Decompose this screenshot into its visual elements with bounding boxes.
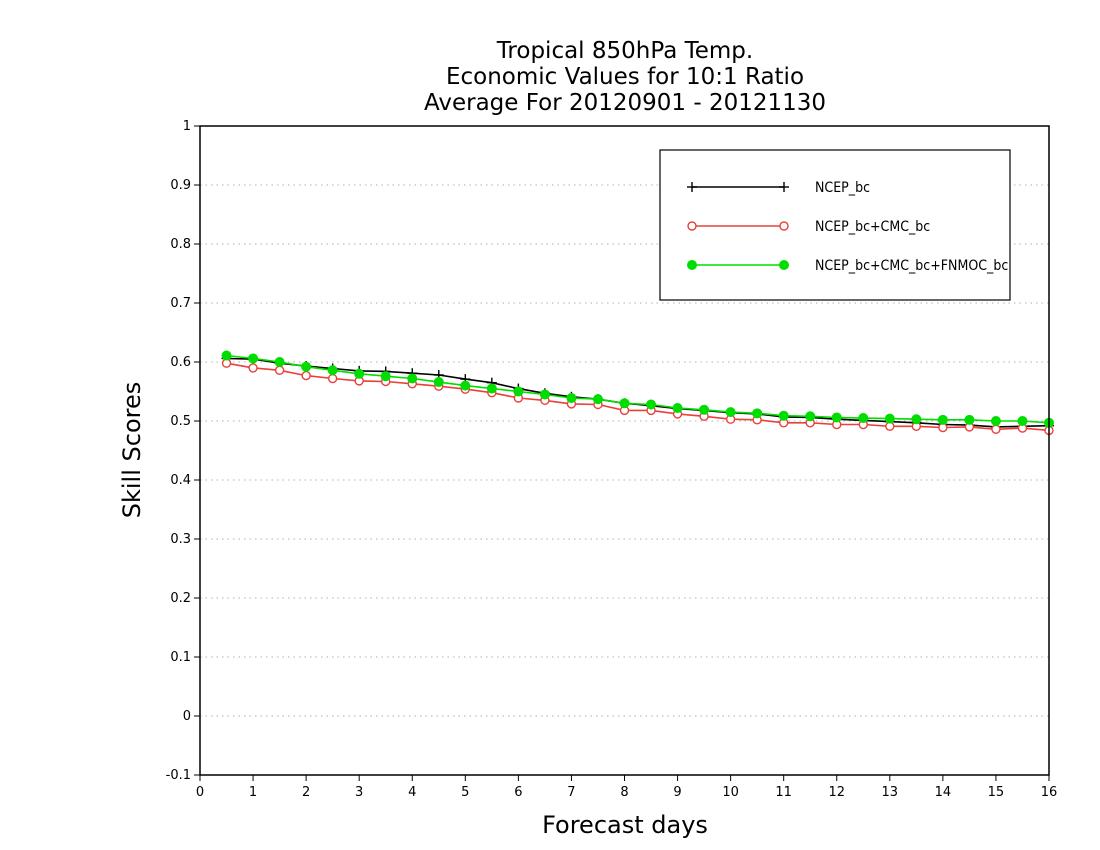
data-point [778,410,789,421]
data-point [687,260,697,270]
data-point [301,361,312,372]
data-point [619,398,630,409]
data-point [301,370,311,381]
title-line-3: Average For 20120901 - 20121130 [424,90,826,116]
y-tick-label: 0.2 [170,591,191,606]
legend-item: NCEP_bc+CMC_bc [687,219,930,235]
data-point [460,380,471,391]
data-point [779,221,789,231]
y-tick-label: 0.1 [170,650,191,665]
x-tick-label: 9 [673,785,681,800]
data-point [805,411,816,422]
data-point [327,373,338,384]
data-point [1017,416,1028,426]
series-line [226,357,1050,428]
x-tick-label: 12 [828,785,845,800]
x-tick-label: 2 [302,785,310,800]
title-line-2: Economic Values for 10:1 Ratio [446,64,804,90]
data-point [433,377,444,388]
data-point [937,414,948,425]
series-layer [221,350,1054,436]
y-axis-label: Skill Scores [118,382,146,519]
data-point [964,414,975,425]
data-point [699,404,710,415]
data-point [646,399,657,410]
data-point [486,383,497,394]
legend-label: NCEP_bc+CMC_bc [815,219,930,235]
legend-box [659,149,1011,301]
x-axis-label: Forecast days [542,811,708,839]
y-tick-label: 0.5 [170,414,191,429]
axes: -0.100.10.20.30.40.50.60.70.80.910 1 2 3 4 5 6… [166,119,1058,800]
data-point [779,260,789,270]
x-tick-label: 1 [249,785,257,800]
y-tick-label: 1 [183,119,191,134]
x-tick-label: 0 [196,785,204,800]
data-point [221,350,232,361]
y-tick-label: 0.3 [170,532,191,547]
data-point [566,392,577,403]
title-line-1: Tropical 850hPa Temp. [496,38,753,64]
data-point [380,371,391,382]
data-point [884,413,895,424]
x-tick-label: 7 [567,785,575,800]
data-point [539,389,550,400]
chart-title: Tropical 850hPa Temp. Economic Values fo… [424,38,826,116]
data-point [687,221,697,231]
legend-label: NCEP_bc [815,180,870,196]
y-tick-label: 0.6 [170,355,191,370]
data-point [779,182,789,192]
data-point [513,386,524,397]
data-point [248,363,258,373]
data-point [911,414,922,425]
data-point [274,365,285,375]
x-tick-label: 11 [775,785,792,800]
x-tick-label: 15 [988,785,1005,800]
data-point [831,412,842,423]
data-point [407,373,418,384]
data-point [752,408,763,419]
y-tick-label: -0.1 [166,768,191,783]
legend-item: NCEP_bc+CMC_bc+FNMOC_bc [687,258,1008,274]
y-tick-label: 0.4 [170,473,191,488]
data-point [990,416,1001,426]
series-ncep-bc-cmc-bc-fnmoc-bc [221,350,1054,428]
data-point [354,368,365,379]
grid [200,184,1049,717]
data-point [327,365,338,376]
x-tick-label: 13 [882,785,899,800]
data-point [858,413,869,424]
data-point [592,394,603,405]
legend-label: NCEP_bc+CMC_bc+FNMOC_bc [815,258,1008,274]
x-tick-label: 4 [408,785,416,800]
data-point [725,407,736,418]
series-line [226,354,1050,424]
data-point [687,182,697,192]
data-point [991,424,1001,434]
legend-item: NCEP_bc [687,180,870,196]
y-tick-label: 0 [183,709,191,724]
data-point [248,353,259,364]
data-point [274,357,285,367]
x-tick-label: 6 [514,785,522,800]
x-tick-label: 14 [935,785,952,800]
y-tick-label: 0.7 [170,296,191,311]
legend: NCEP_bc NCEP_bc+CMC_bc NCEP_bc+CMC_bc+FNMO… [659,149,1011,301]
x-tick-label: 3 [355,785,363,800]
x-tick-label: 16 [1041,785,1058,800]
x-tick-label: 5 [461,785,469,800]
plot-frame [199,125,1050,776]
x-tick-label: 8 [620,785,628,800]
data-point [672,403,683,414]
y-tick-label: 0.8 [170,237,191,252]
x-tick-label: 10 [722,785,739,800]
y-tick-label: 0.9 [170,178,191,193]
